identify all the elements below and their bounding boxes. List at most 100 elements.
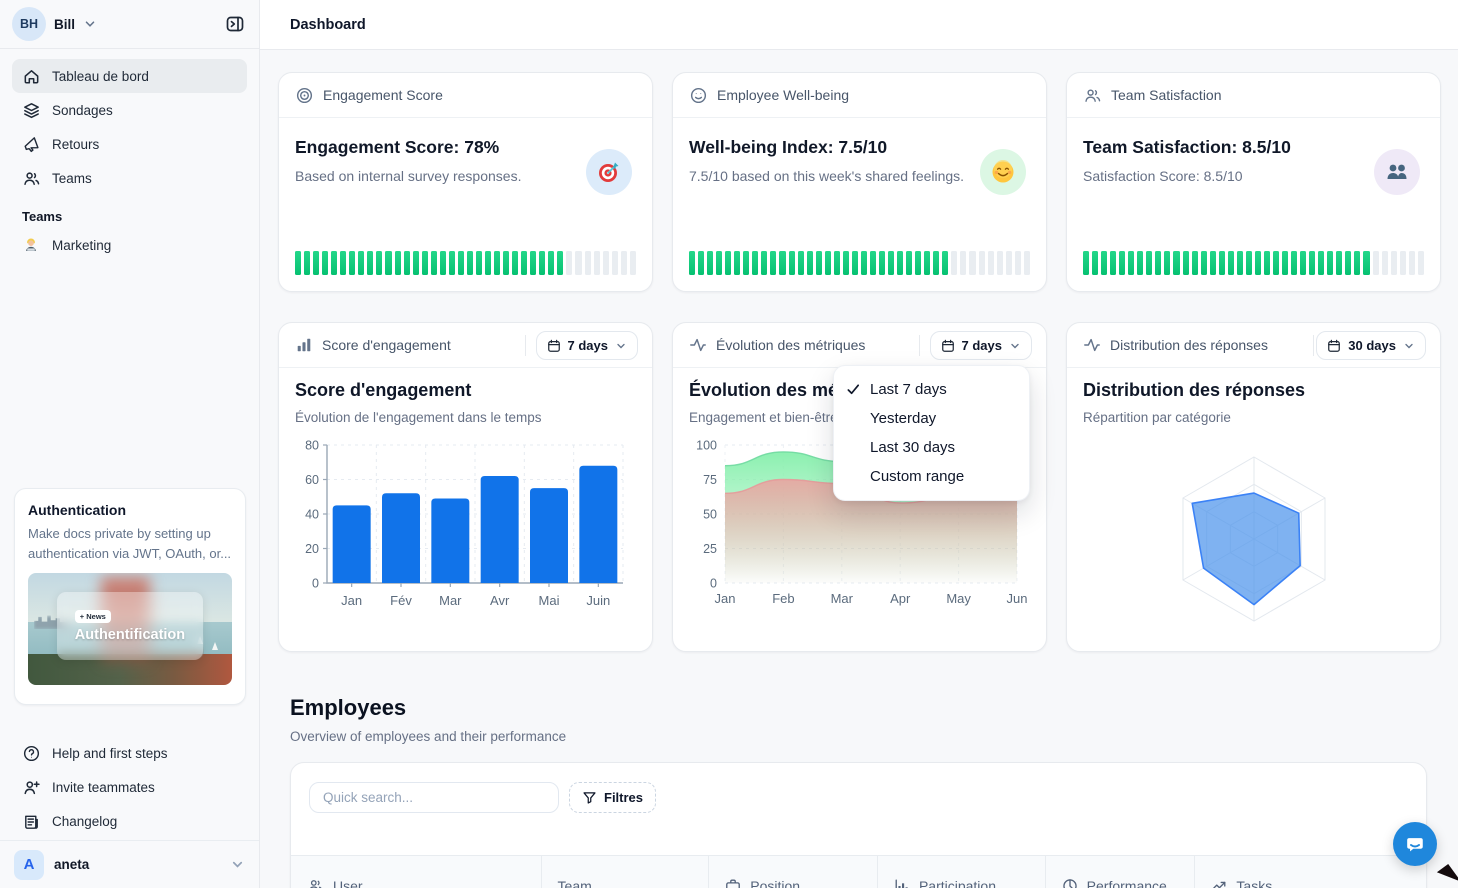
svg-text:40: 40 bbox=[305, 507, 319, 521]
calendar-icon bbox=[1328, 339, 1341, 352]
smiling-face-icon bbox=[992, 160, 1014, 183]
progress-segment bbox=[1227, 251, 1234, 275]
svg-text:Feb: Feb bbox=[772, 591, 794, 606]
workspace-footer[interactable]: A aneta bbox=[0, 840, 259, 888]
column-label: Tasks bbox=[1236, 877, 1273, 889]
column-label: User bbox=[333, 877, 363, 889]
chat-launcher-button[interactable] bbox=[1393, 822, 1437, 866]
progress-segment bbox=[1254, 251, 1261, 275]
progress-segment bbox=[1146, 251, 1153, 275]
progress-segment bbox=[1291, 251, 1298, 275]
collapse-sidebar-button[interactable] bbox=[221, 10, 249, 38]
chevron-down-icon bbox=[1011, 343, 1019, 348]
progress-segment bbox=[394, 251, 401, 275]
progress-segment bbox=[1200, 251, 1207, 275]
progress-segment bbox=[824, 251, 831, 275]
progress-segment bbox=[1137, 251, 1144, 275]
users-icon bbox=[24, 171, 40, 185]
sidebar-bottom-nav: Help and first steps Invite teammates Ch… bbox=[12, 736, 247, 838]
dart-target-badge bbox=[586, 149, 632, 195]
progress-segment bbox=[698, 251, 705, 275]
avatar: BH bbox=[12, 7, 46, 41]
workspace-switcher[interactable]: BH Bill bbox=[0, 0, 259, 49]
progress-segment bbox=[1128, 251, 1135, 275]
range-selector-button[interactable]: 7 days bbox=[535, 331, 638, 360]
sidebar-item-teams[interactable]: Teams bbox=[12, 161, 247, 195]
progress-segment bbox=[539, 251, 546, 275]
menu-item-last-30-days[interactable]: Last 30 days bbox=[834, 433, 1029, 462]
svg-text:0: 0 bbox=[710, 576, 717, 590]
svg-text:Jan: Jan bbox=[341, 593, 362, 608]
workspace-name: aneta bbox=[54, 857, 90, 872]
sidebar-nav: Tableau de bord Sondages Retours Teams bbox=[0, 49, 259, 195]
range-selector-button[interactable]: 7 days bbox=[929, 331, 1032, 360]
range-selector-button[interactable]: 30 days bbox=[1316, 331, 1426, 360]
stat-subtitle: Based on internal survey responses. bbox=[295, 168, 522, 184]
progress-segment bbox=[548, 251, 555, 275]
svg-text:Avr: Avr bbox=[490, 593, 510, 608]
trend-up-icon bbox=[1212, 881, 1226, 888]
progress-segment bbox=[897, 251, 904, 275]
sidebar-item-changelog[interactable]: Changelog bbox=[12, 804, 247, 838]
dashboard-content: Engagement Score Engagement Score: 78% B… bbox=[260, 50, 1458, 888]
calendar-icon bbox=[941, 339, 954, 352]
progress-segment bbox=[1417, 251, 1424, 275]
menu-item-last-7-days[interactable]: Last 7 days bbox=[834, 375, 1029, 404]
progress-segment bbox=[1023, 251, 1030, 275]
progress-segment bbox=[629, 251, 636, 275]
menu-item-label: Yesterday bbox=[870, 410, 937, 427]
menu-item-label: Last 30 days bbox=[870, 439, 956, 456]
menu-item-custom-range[interactable]: Custom range bbox=[834, 462, 1029, 491]
sidebar-item-sondages[interactable]: Sondages bbox=[12, 93, 247, 127]
table-header-row: User Team Position Participation Perform… bbox=[291, 855, 1426, 888]
engagement-bar-chart: 0 20 40 60 80 Jan Fév Mar Avr Mai Juin bbox=[305, 438, 624, 608]
stat-title: Engagement Score: 78% bbox=[295, 137, 500, 157]
column-header-tasks: Tasks bbox=[1194, 856, 1426, 888]
menu-item-label: Custom range bbox=[870, 468, 965, 485]
progress-segment bbox=[806, 251, 813, 275]
authentication-promo-card[interactable]: Authentication Make docs private by sett… bbox=[14, 488, 246, 705]
progress-segment bbox=[1363, 251, 1370, 275]
progress-segment bbox=[833, 251, 840, 275]
dart-target-icon bbox=[599, 162, 619, 182]
sidebar-item-invite[interactable]: Invite teammates bbox=[12, 770, 247, 804]
sidebar-item-marketing[interactable]: Marketing bbox=[0, 228, 259, 262]
progress-segment bbox=[620, 251, 627, 275]
user-plus-icon bbox=[24, 780, 40, 794]
progress-segment bbox=[951, 251, 958, 275]
progress-segment bbox=[743, 251, 750, 275]
chart-title: Distribution des réponses bbox=[1083, 380, 1306, 400]
sidebar-item-help[interactable]: Help and first steps bbox=[12, 736, 247, 770]
team-satisfaction-card: Team Satisfaction Team Satisfaction: 8.5… bbox=[1066, 72, 1441, 292]
sidebar-item-retours[interactable]: Retours bbox=[12, 127, 247, 161]
satisfaction-progress-bar bbox=[1083, 251, 1424, 275]
svg-text:Mar: Mar bbox=[439, 593, 462, 608]
progress-segment bbox=[1245, 251, 1252, 275]
promo-image[interactable]: + News Authentification bbox=[28, 573, 232, 685]
search-input[interactable] bbox=[309, 782, 559, 813]
progress-segment bbox=[484, 251, 492, 275]
progress-segment bbox=[439, 251, 446, 275]
progress-segment bbox=[494, 251, 501, 275]
engagement-chart-card: Score d'engagement 7 days Score d'engage… bbox=[278, 322, 653, 652]
users-icon bbox=[1085, 88, 1101, 102]
progress-segment bbox=[1236, 251, 1243, 275]
painting-sailboat bbox=[211, 642, 218, 651]
progress-segment bbox=[1209, 251, 1216, 275]
svg-text:Mai: Mai bbox=[539, 593, 560, 608]
progress-segment bbox=[503, 251, 510, 275]
smiley-badge bbox=[980, 149, 1026, 195]
svg-text:Apr: Apr bbox=[890, 591, 911, 606]
newspaper-icon bbox=[25, 815, 38, 829]
sidebar-item-tableau-de-bord[interactable]: Tableau de bord bbox=[12, 59, 247, 93]
stat-subtitle: Satisfaction Score: 8.5/10 bbox=[1083, 168, 1243, 184]
progress-segment bbox=[466, 251, 473, 275]
progress-segment bbox=[340, 251, 347, 275]
progress-segment bbox=[987, 251, 994, 275]
divider bbox=[525, 335, 526, 356]
menu-item-yesterday[interactable]: Yesterday bbox=[834, 404, 1029, 433]
filters-button[interactable]: Filtres bbox=[569, 782, 657, 813]
chevron-down-icon bbox=[1405, 343, 1413, 348]
filters-label: Filtres bbox=[604, 790, 644, 805]
progress-segment bbox=[1263, 251, 1270, 275]
